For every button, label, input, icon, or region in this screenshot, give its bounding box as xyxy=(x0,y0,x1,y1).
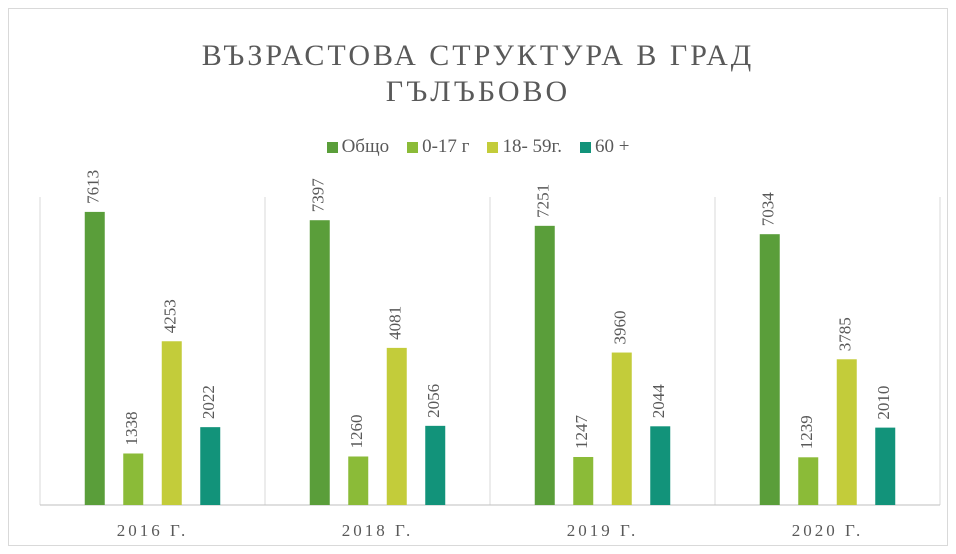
bar xyxy=(798,457,819,505)
data-label: 4253 xyxy=(161,299,180,333)
data-label: 2056 xyxy=(424,384,443,418)
bar xyxy=(650,426,671,505)
data-label: 1338 xyxy=(122,411,141,445)
data-label: 4081 xyxy=(386,306,405,340)
bar xyxy=(836,359,857,505)
data-label: 7251 xyxy=(534,184,553,218)
data-label: 7613 xyxy=(84,170,103,204)
x-tick-label: 2018 Г. xyxy=(342,521,413,540)
chart-frame xyxy=(8,8,948,546)
data-label: 2044 xyxy=(649,384,668,419)
legend-item: 18- 59г. xyxy=(487,136,562,158)
data-label: 2022 xyxy=(199,385,218,419)
bar xyxy=(573,456,594,505)
legend-swatch xyxy=(407,141,419,153)
data-label: 1260 xyxy=(347,414,366,448)
legend-label: 18- 59г. xyxy=(502,136,562,157)
bar xyxy=(123,453,144,505)
x-tick-label: 2016 Г. xyxy=(117,521,188,540)
legend-swatch xyxy=(326,141,338,153)
x-tick-label: 2019 Г. xyxy=(567,521,638,540)
bar xyxy=(875,427,896,505)
bar xyxy=(309,220,330,505)
bar xyxy=(161,341,182,505)
bar xyxy=(386,347,407,505)
legend-item: 60 + xyxy=(579,136,630,158)
chart-title: ВЪЗРАСТОВА СТРУКТУРА В ГРАД ГЪЛЪБОВО xyxy=(201,39,755,108)
bar xyxy=(759,234,780,506)
bar xyxy=(425,425,446,505)
data-label: 1239 xyxy=(797,415,816,449)
data-label: 7397 xyxy=(309,178,328,213)
data-label: 2010 xyxy=(874,386,893,420)
legend-label: Общо xyxy=(341,136,390,157)
data-label: 3960 xyxy=(611,311,630,345)
data-label: 7034 xyxy=(759,192,778,227)
legend-swatch xyxy=(579,141,591,153)
data-label: 1247 xyxy=(572,414,591,449)
legend-item: Общо xyxy=(326,136,390,158)
legend-swatch xyxy=(487,141,499,153)
bar xyxy=(348,456,369,505)
x-tick-label: 2020 Г. xyxy=(792,521,863,540)
legend: Общо 0-17 г 18- 59г. 60 + xyxy=(0,136,956,158)
legend-item: 0-17 г xyxy=(407,136,469,158)
bar xyxy=(534,225,555,506)
data-label: 3785 xyxy=(836,317,855,351)
bar xyxy=(200,427,221,505)
legend-label: 0-17 г xyxy=(422,136,470,157)
bar xyxy=(611,352,632,505)
bar xyxy=(84,211,105,505)
legend-label: 60 + xyxy=(594,136,630,157)
